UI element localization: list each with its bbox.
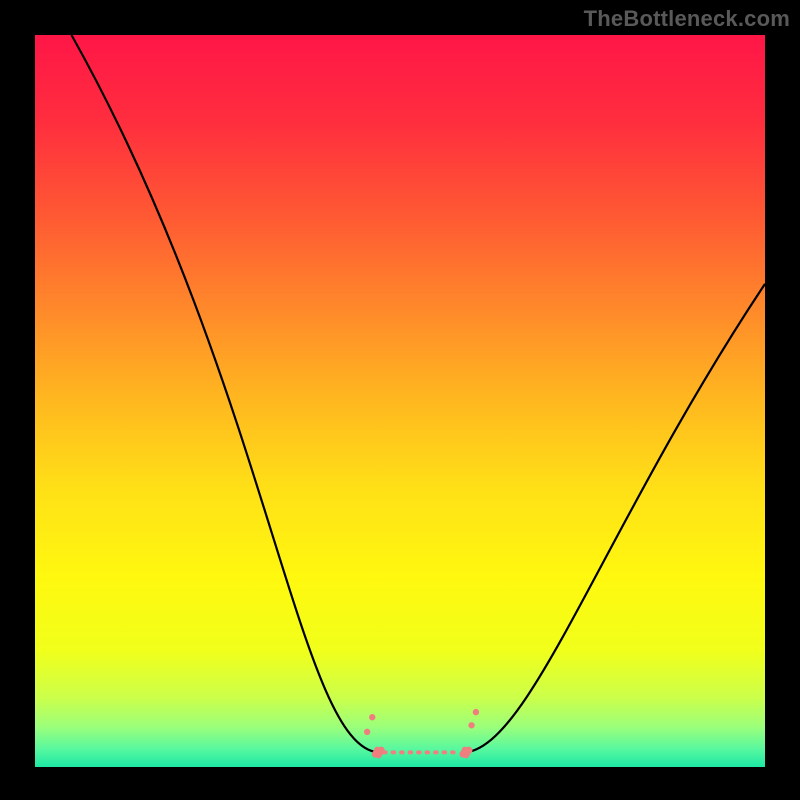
floor-right-marker [459,747,472,759]
floor-accent-dot [364,729,370,735]
curve-left-branch [72,35,379,752]
watermark-text: TheBottleneck.com [584,6,790,32]
floor-accent-dot [468,722,474,728]
floor-accent-dot [473,709,479,715]
bottleneck-curve [0,0,800,800]
chart-frame: TheBottleneck.com [0,0,800,800]
curve-right-branch [466,284,765,752]
floor-accent-dot [369,714,375,720]
